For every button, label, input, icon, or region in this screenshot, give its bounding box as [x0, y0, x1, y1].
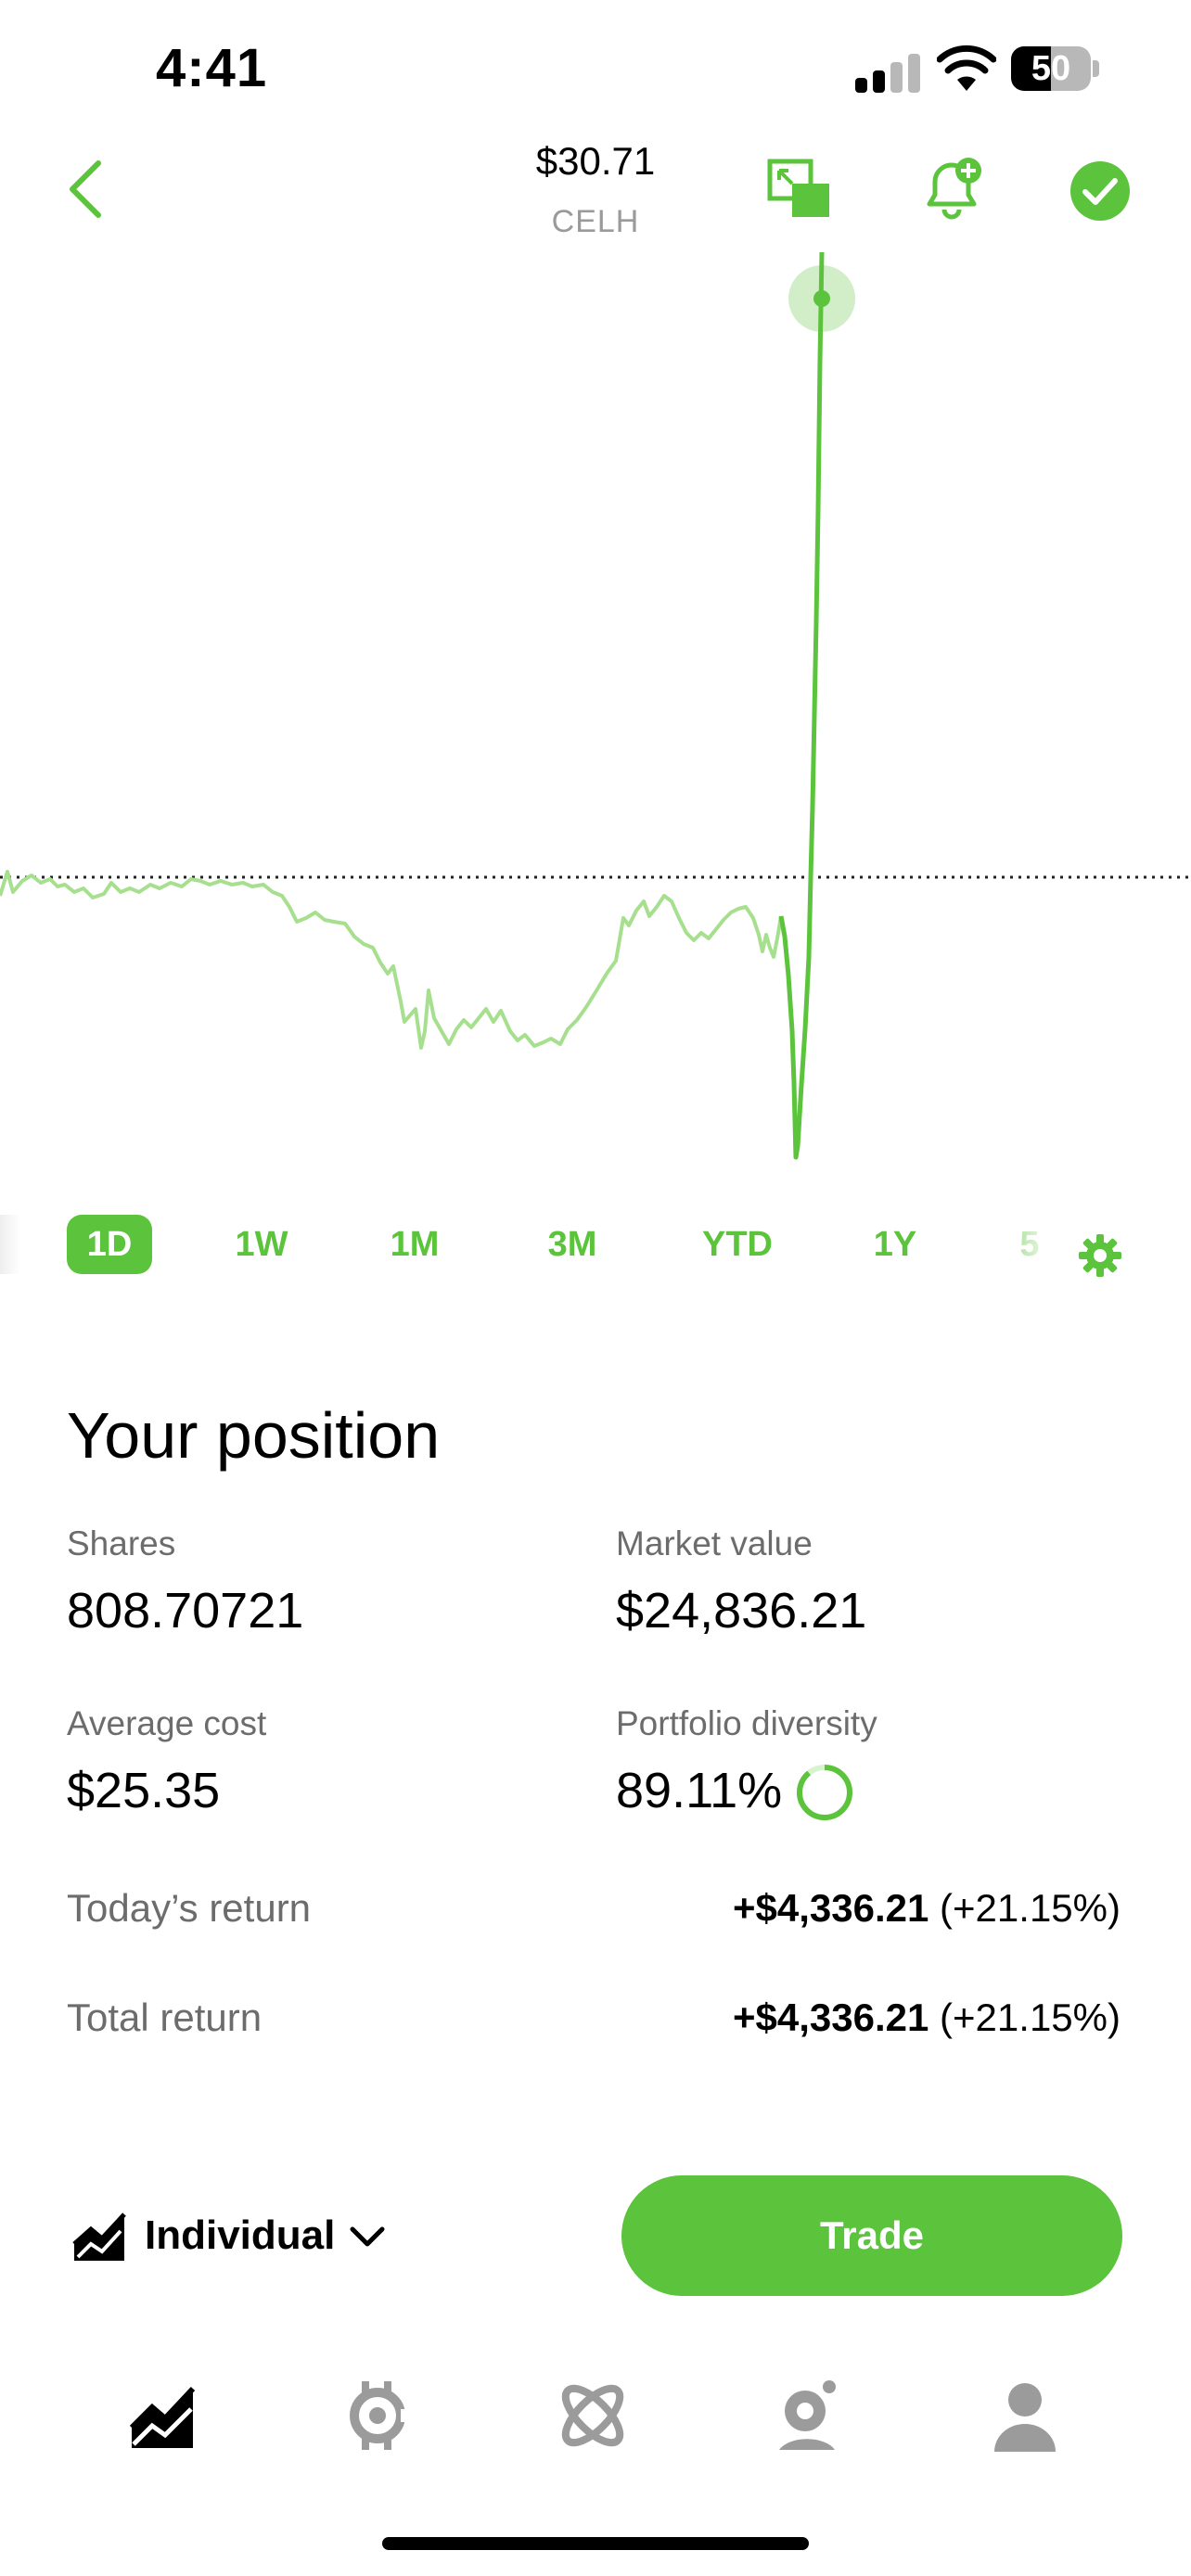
- home-indicator: [382, 2537, 809, 2550]
- header-ticker: CELH: [551, 204, 640, 239]
- header-price: $30.71: [535, 139, 656, 183]
- portfolio-diversity-value: 89.11%: [616, 1763, 783, 1818]
- shares-value: 808.70721: [67, 1583, 304, 1639]
- crypto-icon[interactable]: [336, 2374, 419, 2457]
- todays-return-amount: +$4,336.21: [733, 1886, 929, 1930]
- market-value: $24,836.21: [616, 1583, 867, 1639]
- trade-button[interactable]: Trade: [621, 2175, 1122, 2296]
- price-chart[interactable]: [0, 232, 1191, 1187]
- shares-label: Shares: [67, 1524, 176, 1562]
- chart-current-line: [778, 251, 825, 1160]
- chart-scrubber-dot: [813, 290, 830, 307]
- investing-icon[interactable]: [121, 2374, 204, 2457]
- tab-3m[interactable]: 3M: [547, 1225, 597, 1264]
- total-return-value: +$4,336.21 (+21.15%): [733, 1996, 1121, 2040]
- account-chart-icon[interactable]: [72, 2209, 126, 2263]
- position-title: Your position: [67, 1399, 441, 1472]
- tab-1d[interactable]: 1D: [67, 1215, 152, 1274]
- total-return-amount: +$4,336.21: [733, 1996, 929, 2039]
- portfolio-diversity-label: Portfolio diversity: [616, 1704, 877, 1742]
- average-cost-value: $25.35: [67, 1763, 221, 1818]
- todays-return-value: +$4,336.21 (+21.15%): [733, 1886, 1121, 1931]
- chevron-down-icon[interactable]: [347, 2224, 388, 2251]
- back-chevron-icon[interactable]: [65, 159, 106, 219]
- todays-return-percent: (+21.15%): [940, 1886, 1121, 1930]
- chart-past-line: [0, 870, 783, 1050]
- add-alert-bell-icon[interactable]: [918, 154, 985, 221]
- cellular-signal-icon: [855, 52, 920, 93]
- status-time: 4:41: [156, 38, 268, 98]
- total-return-label: Total return: [67, 1996, 263, 2039]
- battery-icon: 50: [1011, 46, 1100, 93]
- cash-icon[interactable]: [768, 2374, 852, 2457]
- total-return-percent: (+21.15%): [940, 1996, 1121, 2039]
- battery-percentage: 50: [1031, 49, 1071, 88]
- tab-1m[interactable]: 1M: [390, 1225, 440, 1264]
- diversity-ring-icon: [797, 1765, 852, 1820]
- tab-ytd[interactable]: YTD: [702, 1225, 773, 1264]
- watchlist-check-icon[interactable]: [1067, 158, 1133, 224]
- todays-return-label: Today’s return: [67, 1886, 312, 1930]
- picture-in-picture-icon[interactable]: [766, 156, 833, 223]
- tab-1w[interactable]: 1W: [235, 1225, 288, 1264]
- range-tabs: 1D 1W 1M 3M YTD 1Y 5: [0, 1215, 1191, 1289]
- average-cost-label: Average cost: [67, 1704, 267, 1742]
- wifi-icon: [937, 45, 996, 91]
- chart-settings-gear-icon[interactable]: [1078, 1233, 1122, 1278]
- account-icon[interactable]: [983, 2374, 1067, 2457]
- market-value-label: Market value: [616, 1524, 813, 1562]
- account-selector[interactable]: Individual: [145, 2213, 336, 2258]
- browse-icon[interactable]: [551, 2374, 634, 2457]
- tab-1y[interactable]: 1Y: [873, 1225, 917, 1264]
